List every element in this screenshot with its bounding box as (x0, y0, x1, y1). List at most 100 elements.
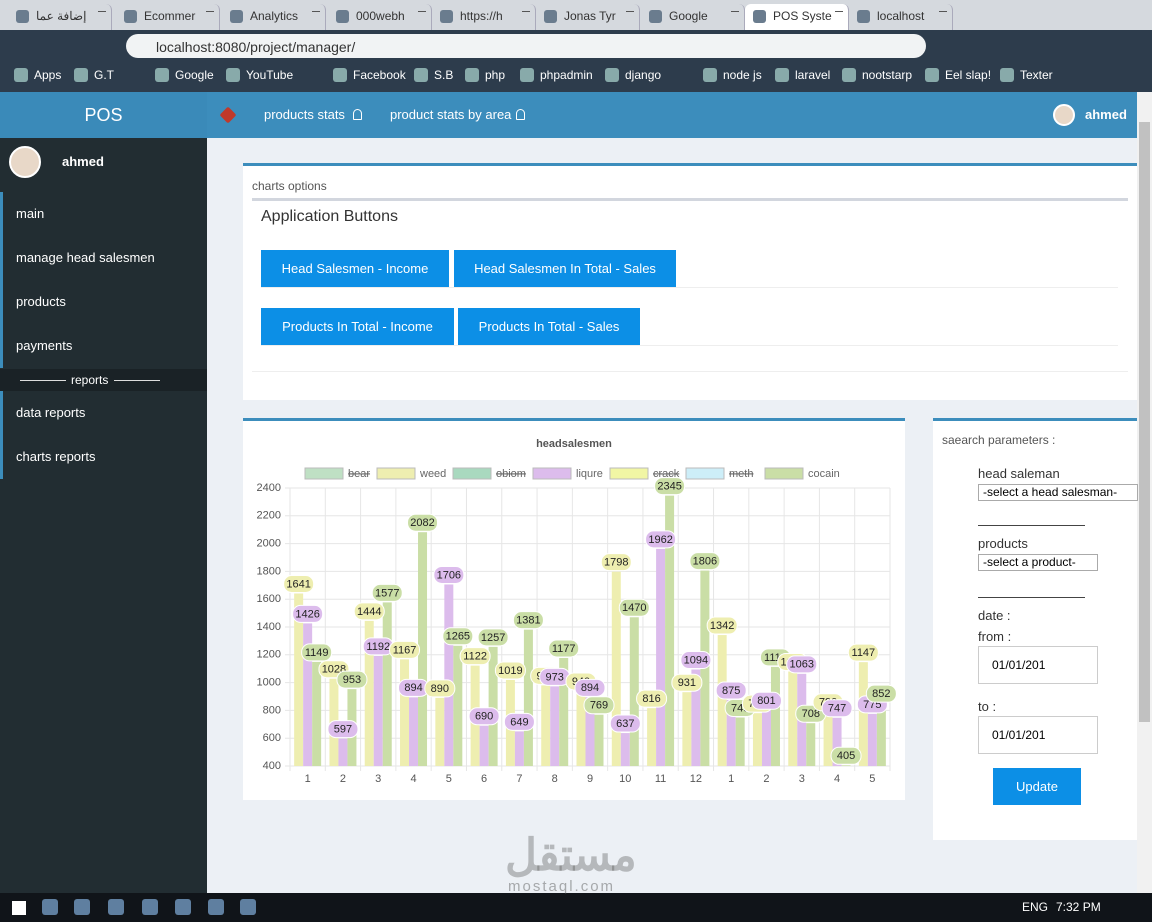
tab-close[interactable] (312, 11, 320, 19)
y-tick-label: 800 (263, 704, 281, 716)
app-button[interactable]: Head Salesmen In Total - Sales (454, 250, 676, 287)
value-label-bg (353, 602, 385, 621)
taskbar-time: 7:32 PM (1056, 900, 1101, 914)
options-inner (252, 198, 1128, 372)
browser-tab[interactable]: Ecommer (116, 4, 220, 30)
section-rule (114, 380, 160, 381)
bookmark-icon (775, 68, 789, 82)
bookmark[interactable]: php (485, 68, 506, 82)
tab-title: https://h (460, 9, 503, 23)
date-input[interactable]: 01/01/201 (978, 646, 1098, 684)
menu-item[interactable]: data reports (0, 391, 207, 435)
bar (726, 699, 736, 766)
bookmark[interactable]: node js (723, 68, 762, 82)
browser-tab[interactable]: Analytics (222, 4, 326, 30)
value-label: 1426 (295, 608, 319, 620)
menu-item[interactable]: main (0, 192, 207, 236)
bar (312, 661, 322, 766)
legend-swatch (685, 467, 725, 480)
taskbar-app[interactable] (74, 899, 90, 915)
menu-item[interactable]: products (0, 280, 207, 324)
browser-tab[interactable]: POS Syste (745, 4, 849, 30)
y-tick-label: 2000 (257, 538, 281, 550)
tab-close[interactable] (98, 11, 106, 19)
bar (338, 738, 348, 766)
value-label-bg (292, 604, 324, 623)
browser-tab[interactable]: إضافة عما (8, 4, 112, 30)
browser-tab[interactable]: 000webh (328, 4, 432, 30)
tab-title: Ecommer (144, 9, 196, 23)
select[interactable]: -select a head salesman- (978, 484, 1138, 501)
x-tick-label: 9 (587, 773, 593, 785)
date-input[interactable]: 01/01/201 (978, 716, 1098, 754)
value-label-bg (830, 746, 862, 765)
nav-link[interactable]: products stats (264, 107, 345, 122)
browser-tab[interactable]: Google (641, 4, 745, 30)
value-label-bg (433, 565, 465, 584)
menu-item[interactable]: payments (0, 324, 207, 368)
bookmark[interactable]: G.T (94, 68, 114, 82)
bookmark[interactable]: Texter (1020, 68, 1053, 82)
menu-item[interactable]: charts reports (0, 435, 207, 479)
menu-label: manage head salesmen (16, 250, 155, 265)
browser-tab[interactable]: Jonas Tyr (536, 4, 640, 30)
tab-close[interactable] (835, 11, 843, 19)
update-button[interactable]: Update (993, 768, 1081, 805)
bookmark[interactable]: nootstarp (862, 68, 913, 82)
bookmark[interactable]: django (625, 68, 662, 82)
app-button[interactable]: Head Salesmen - Income (261, 250, 449, 287)
x-tick-label: 12 (690, 773, 702, 785)
bookmark[interactable]: laravel (795, 68, 831, 82)
value-label: 1192 (366, 641, 390, 653)
tab-icon (440, 10, 453, 23)
browser-tab[interactable]: localhost (849, 4, 953, 30)
brand[interactable]: POS (84, 105, 123, 125)
nav-user[interactable]: ahmed (1085, 107, 1127, 122)
button-row-line (261, 287, 1118, 288)
taskbar-app[interactable] (208, 899, 224, 915)
value-label: 1019 (498, 665, 522, 677)
tab-close[interactable] (418, 11, 426, 19)
value-label-bg (706, 616, 738, 635)
app-button[interactable]: Products In Total - Income (261, 308, 454, 345)
bookmark[interactable]: Eel slap! (945, 68, 992, 82)
bookmark[interactable]: Facebook (353, 68, 406, 82)
bookmark[interactable]: YouTube (246, 68, 294, 82)
url-field[interactable] (126, 34, 926, 58)
value-label-bg (609, 714, 641, 733)
app-button[interactable]: Products In Total - Sales (458, 308, 640, 345)
bar (409, 697, 419, 766)
browser-tab[interactable]: https://h (432, 4, 536, 30)
taskbar-app[interactable] (175, 899, 191, 915)
watermark: mostaql.com (508, 878, 616, 895)
bookmark[interactable]: S.B (434, 68, 454, 82)
value-label: 1167 (393, 644, 417, 656)
bookmark-icon (1000, 68, 1014, 82)
legend-label: obiom (496, 468, 526, 480)
scroll-thumb[interactable] (1139, 122, 1150, 722)
value-label-bg (283, 575, 315, 594)
tab-close[interactable] (731, 11, 739, 19)
menu-item[interactable]: manage head salesmen (0, 236, 207, 280)
select[interactable]: -select a product- (978, 554, 1098, 571)
nav-link[interactable]: product stats by area (390, 107, 512, 122)
value-label: 894 (581, 682, 599, 694)
tab-close[interactable] (522, 11, 530, 19)
taskbar-app[interactable] (240, 899, 256, 915)
tab-close[interactable] (206, 11, 214, 19)
bookmark[interactable]: phpadmin (540, 68, 593, 82)
tab-icon (753, 10, 766, 23)
chart-title: headsalesmen (536, 438, 612, 450)
taskbar-app[interactable] (142, 899, 158, 915)
bookmark[interactable]: Google (175, 68, 214, 82)
bookmark[interactable]: Apps (34, 68, 62, 82)
legend-swatch (376, 467, 416, 480)
legend-swatch (609, 467, 649, 480)
bar (858, 662, 868, 766)
taskbar-app[interactable] (42, 899, 58, 915)
taskbar-app[interactable] (108, 899, 124, 915)
menu-label: products (16, 294, 66, 309)
bookmark-icon (74, 68, 88, 82)
tab-close[interactable] (626, 11, 634, 19)
tab-close[interactable] (939, 11, 947, 19)
